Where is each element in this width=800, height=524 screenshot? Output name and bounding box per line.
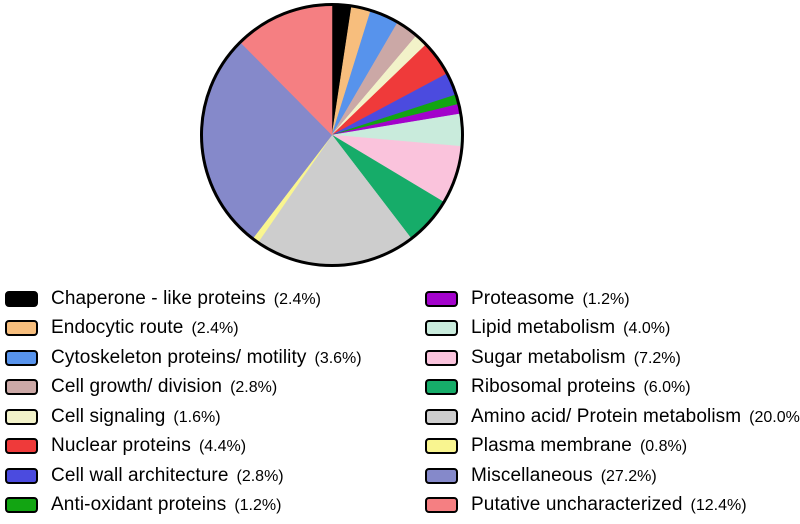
- legend-swatch-ribosomal: [425, 379, 458, 396]
- legend-percent: (1.2%): [234, 497, 282, 515]
- legend-percent: (12.4%): [690, 497, 747, 515]
- legend-label: Plasma membrane: [471, 435, 632, 457]
- legend-label: Proteasome: [471, 287, 575, 309]
- legend-label: Cell growth/ division: [51, 376, 223, 398]
- legend-label: Anti-oxidant proteins: [51, 494, 227, 516]
- pie-chart: [200, 3, 464, 267]
- legend-percent: (20.0%): [749, 408, 800, 426]
- legend-percent: (6.0%): [643, 379, 691, 397]
- legend-swatch-cytoskeleton: [5, 349, 38, 366]
- legend-item: Cell wall architecture (2.8%): [5, 461, 405, 491]
- legend-item: Ribosomal proteins (6.0%): [425, 373, 800, 403]
- legend-label: Nuclear proteins: [51, 435, 191, 457]
- legend-label: Cell wall architecture: [51, 464, 229, 486]
- legend-swatch-putative: [425, 497, 458, 514]
- legend-item: Chaperone - like proteins (2.4%): [5, 284, 405, 314]
- legend-swatch-amino-acid: [425, 408, 458, 425]
- legend-percent: (2.4%): [191, 320, 239, 338]
- legend-percent: (2.4%): [273, 290, 321, 308]
- legend-label: Sugar metabolism: [471, 346, 626, 368]
- legend-column-right: Proteasome (1.2%) Lipid metabolism (4.0%) …: [425, 284, 800, 520]
- legend-percent: (1.2%): [582, 290, 630, 308]
- legend-label: Cell signaling: [51, 405, 166, 427]
- legend-item: Endocytic route (2.4%): [5, 314, 405, 344]
- legend-label: Lipid metabolism: [471, 317, 616, 339]
- legend-percent: (2.8%): [236, 467, 284, 485]
- legend-swatch-nuclear: [5, 438, 38, 455]
- legend-item: Cytoskeleton proteins/ motility (3.6%): [5, 343, 405, 373]
- legend-label: Chaperone - like proteins: [51, 287, 266, 309]
- legend-percent: (2.8%): [230, 379, 278, 397]
- legend-swatch-cell-growth: [5, 379, 38, 396]
- legend-item: Plasma membrane (0.8%): [425, 432, 800, 462]
- legend-label: Putative uncharacterized: [471, 494, 683, 516]
- legend-percent: (4.4%): [198, 438, 247, 456]
- legend-swatch-lipid: [425, 320, 458, 337]
- legend-swatch-endocytic: [5, 320, 38, 337]
- legend-item: Proteasome (1.2%): [425, 284, 800, 314]
- legend-column-left: Chaperone - like proteins (2.4%) Endocyti…: [5, 284, 405, 520]
- legend-item: Nuclear proteins (4.4%): [5, 432, 405, 462]
- legend-item: Lipid metabolism (4.0%): [425, 314, 800, 344]
- legend-item: Anti-oxidant proteins (1.2%): [5, 491, 405, 521]
- legend-label: Endocytic route: [51, 317, 184, 339]
- legend-item: Amino acid/ Protein metabolism (20.0%): [425, 402, 800, 432]
- legend-label: Amino acid/ Protein metabolism: [471, 405, 742, 427]
- legend-swatch-cell-signaling: [5, 408, 38, 425]
- legend-label: Cytoskeleton proteins/ motility: [51, 346, 307, 368]
- legend-swatch-plasma-membrane: [425, 438, 458, 455]
- legend-percent: (1.6%): [173, 408, 221, 426]
- legend-swatch-miscellaneous: [425, 467, 458, 484]
- legend-item: Cell signaling (1.6%): [5, 402, 405, 432]
- legend-percent: (0.8%): [639, 438, 688, 456]
- legend-swatch-chaperone: [5, 290, 38, 307]
- legend-percent: (4.0%): [623, 320, 671, 338]
- pie-outline: [200, 3, 464, 267]
- legend-percent: (7.2%): [633, 349, 681, 367]
- legend-item: Putative uncharacterized (12.4%): [425, 491, 800, 521]
- legend-swatch-cell-wall: [5, 467, 38, 484]
- legend-label: Ribosomal proteins: [471, 376, 636, 398]
- legend-percent: (3.6%): [314, 349, 362, 367]
- legend-swatch-antioxidant: [5, 497, 38, 514]
- legend-percent: (27.2%): [600, 467, 657, 485]
- legend-label: Miscellaneous: [471, 464, 593, 486]
- legend-swatch-sugar: [425, 349, 458, 366]
- legend-item: Miscellaneous (27.2%): [425, 461, 800, 491]
- legend-swatch-proteasome: [425, 290, 458, 307]
- legend-item: Cell growth/ division (2.8%): [5, 373, 405, 403]
- legend-item: Sugar metabolism (7.2%): [425, 343, 800, 373]
